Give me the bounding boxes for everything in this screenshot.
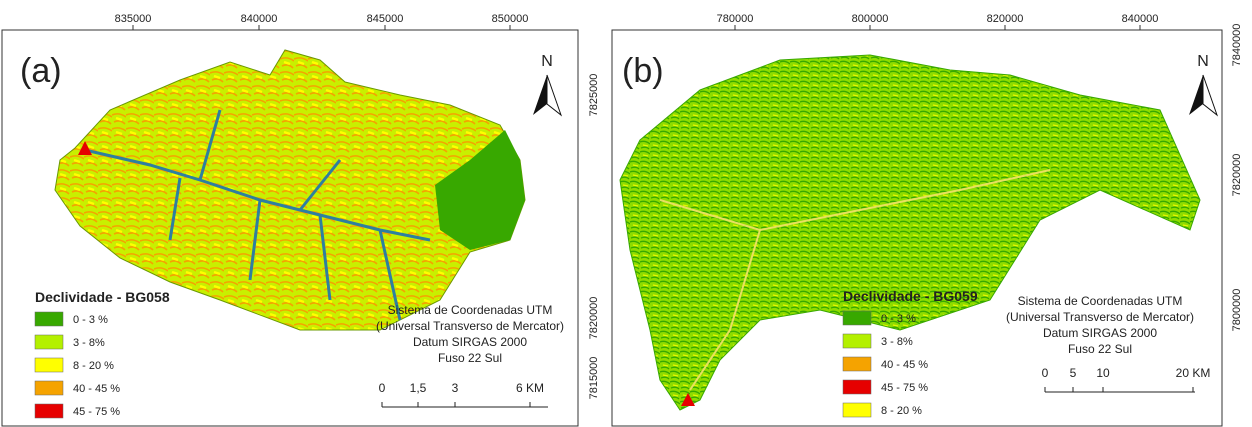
y-tick-label: 7840000 [1231, 24, 1243, 67]
scale-label: 6 KM [516, 381, 544, 395]
legend-swatch [843, 311, 871, 325]
scale-label: 10 [1096, 366, 1110, 380]
north-label: N [541, 53, 553, 70]
crs-text: Fuso 22 Sul [1068, 342, 1132, 356]
x-tick-label: 840000 [1122, 13, 1159, 25]
legend-swatch [35, 335, 63, 349]
scale-label: 0 [379, 381, 386, 395]
y-tick-label: 7800000 [1231, 289, 1243, 332]
scale-label: 20 KM [1176, 366, 1211, 380]
x-tick-label: 800000 [852, 13, 889, 25]
x-tick-label: 835000 [115, 13, 152, 25]
scale-label: 3 [452, 381, 459, 395]
x-tick-label: 850000 [492, 13, 529, 25]
legend-swatch [35, 312, 63, 326]
y-tick-label: 7815000 [588, 357, 600, 400]
x-tick-label: 840000 [241, 13, 278, 25]
panel-label: (b) [622, 52, 664, 90]
legend-label: 40 - 45 % [881, 359, 928, 371]
legend-swatch [35, 358, 63, 372]
crs-text: Fuso 22 Sul [438, 351, 502, 365]
crs-text: Sistema de Coordenadas UTM [388, 303, 553, 317]
crs-text: Datum SIRGAS 2000 [413, 335, 527, 349]
legend-swatch [843, 334, 871, 348]
legend-label: 3 - 8% [73, 337, 105, 349]
north-label: N [1197, 53, 1209, 70]
legend-swatch [35, 404, 63, 418]
legend-label: 8 - 20 % [73, 360, 114, 372]
crs-text: Sistema de Coordenadas UTM [1018, 294, 1183, 308]
scale-label: 5 [1070, 366, 1077, 380]
legend-swatch [35, 381, 63, 395]
scale-label: 1,5 [410, 381, 427, 395]
legend-swatch [843, 403, 871, 417]
legend-label: 3 - 8% [881, 336, 913, 348]
legend-label: 40 - 45 % [73, 383, 120, 395]
x-tick-label: 845000 [367, 13, 404, 25]
legend-title: Declividade - BG059 [843, 288, 978, 304]
legend-label: 0 - 3 % [881, 313, 916, 325]
legend-label: 8 - 20 % [881, 405, 922, 417]
legend-swatch [843, 357, 871, 371]
figure: (a) 835000 840000 845000 850000 7825000 782000… [0, 0, 1252, 427]
crs-text: (Universal Transverso de Mercator) [376, 319, 564, 333]
legend-label: 45 - 75 % [881, 382, 928, 394]
crs-text: Datum SIRGAS 2000 [1043, 326, 1157, 340]
y-tick-label: 7825000 [588, 74, 600, 117]
scale-label: 0 [1042, 366, 1049, 380]
legend-swatch [843, 380, 871, 394]
legend-label: 0 - 3 % [73, 314, 108, 326]
crs-text: (Universal Transverso de Mercator) [1006, 310, 1194, 324]
panel-label: (a) [20, 52, 62, 90]
legend-label: 45 - 75 % [73, 406, 120, 418]
y-tick-label: 7820000 [588, 297, 600, 340]
x-tick-label: 820000 [987, 13, 1024, 25]
y-tick-label: 7820000 [1231, 154, 1243, 197]
legend-title: Declividade - BG058 [35, 289, 170, 305]
x-tick-label: 780000 [717, 13, 754, 25]
